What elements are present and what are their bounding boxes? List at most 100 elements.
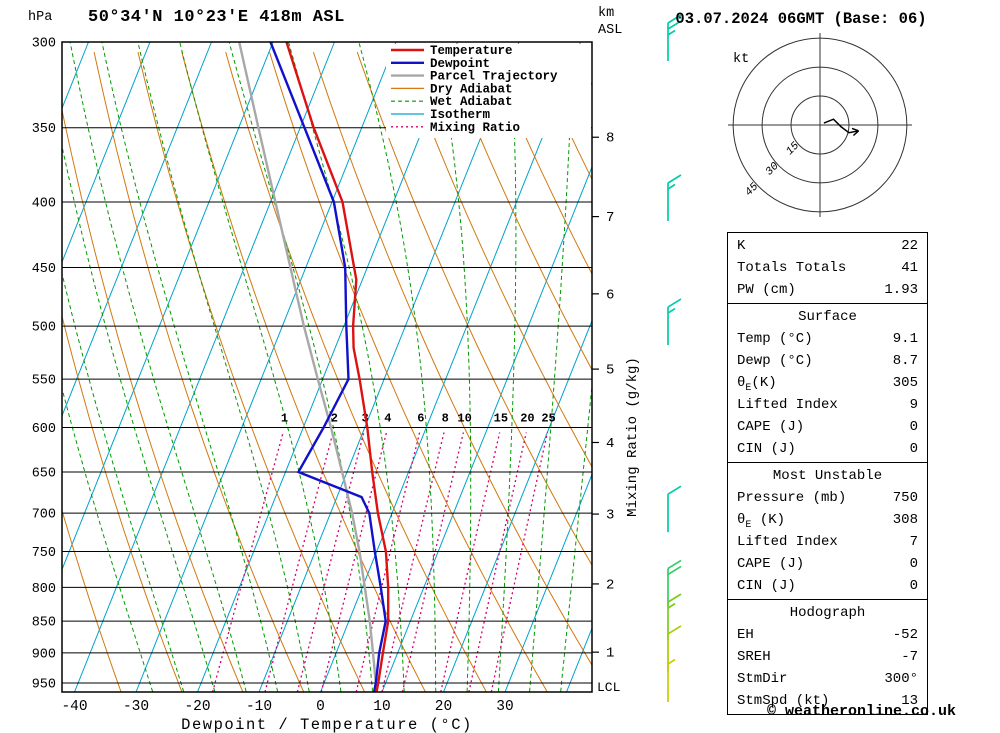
stats-value: 9 [909, 397, 918, 413]
isotherm-line [381, 165, 592, 692]
dry-adiabat-line [93, 51, 305, 692]
pressure-tick-label: 850 [32, 616, 56, 631]
isotherm-line [74, 42, 335, 692]
pressure-tick-label: 700 [32, 508, 56, 523]
stats-row: EH -52 [728, 624, 927, 646]
stats-section: Hodograph EH -52 SREH -7 StmDir 300° StmSpd (kt… [727, 599, 928, 715]
hodograph-ring [790, 95, 850, 155]
km-tick-label: 4 [606, 436, 614, 452]
temp-tick-label: 20 [435, 699, 452, 715]
stats-label: CIN (J) [737, 441, 796, 457]
wet-adiabat-line [62, 143, 216, 692]
stats-label: Temp (°C) [737, 331, 813, 347]
stats-row: Dewp (°C) 8.7 [728, 350, 927, 372]
hodograph-unit-label: kt [733, 52, 749, 67]
stats-value: 13 [901, 693, 918, 709]
pressure-tick-label: 350 [32, 122, 56, 137]
stats-row: SREH -7 [728, 646, 927, 668]
pressure-tick-label: 750 [32, 546, 56, 561]
mixing-ratio-line [401, 432, 465, 692]
pressure-tick-label: 800 [32, 582, 56, 597]
stats-value: 22 [901, 238, 918, 254]
isotherm-lines [62, 42, 592, 692]
stats-label: CAPE (J) [737, 419, 805, 435]
wet-adiabat-line [101, 42, 279, 692]
pressure-tick-label: 450 [32, 262, 56, 277]
wind-barb [667, 625, 682, 672]
stats-label: StmDir [737, 671, 788, 687]
legend-label: Isotherm [430, 108, 491, 122]
hodograph-trace [823, 118, 859, 134]
stats-value: 750 [892, 490, 918, 506]
mixing-ratio-label: 6 [417, 411, 424, 425]
legend-label: Temperature [430, 44, 513, 58]
wet-adiabat-line [497, 42, 517, 692]
lcl-label: LCL [597, 680, 620, 695]
isotherm-line [320, 42, 581, 692]
dry-adiabat-line [356, 51, 592, 567]
pressure-tick-label: 550 [32, 374, 56, 389]
mixing-ratio-line [296, 432, 365, 692]
stats-section: K 22 Totals Totals 41 PW (cm) 1.93 [727, 232, 928, 304]
stats-panel: K 22 Totals Totals 41 PW (cm) 1.93 Surface Temp… [727, 232, 928, 715]
wet-adiabat-line [62, 386, 154, 692]
mixing-ratio-line [490, 432, 549, 692]
stats-label: Lifted Index [737, 397, 838, 413]
pressure-unit-label: hPa [28, 10, 52, 25]
pressure-tick-label: 900 [32, 647, 56, 662]
stats-label: StmSpd (kt) [737, 693, 830, 709]
stats-label: Pressure (mb) [737, 490, 847, 506]
dry-adiabat-line [444, 51, 592, 371]
bottom-axis-label: Dewpoint / Temperature (°C) [181, 716, 473, 733]
mixing-ratio-line [320, 432, 388, 692]
mixing-ratio-line [211, 432, 284, 692]
isotherm-line [62, 42, 212, 418]
stats-value: -7 [901, 649, 918, 665]
isotherm-line [504, 473, 592, 692]
stats-label: SREH [737, 649, 771, 665]
isotherm-line [62, 42, 151, 264]
stats-value: 0 [909, 578, 918, 594]
stats-value: 0 [909, 441, 918, 457]
wind-barb [667, 298, 682, 346]
wind-barb [667, 485, 682, 533]
mixing-ratio-label: 25 [541, 411, 555, 425]
wet-adiabat-line [228, 42, 373, 692]
dry-adiabat-line [312, 51, 592, 667]
stats-row: CAPE (J) 0 [728, 416, 927, 438]
parcel-trajectory-curve [238, 42, 378, 692]
hodograph-arrowhead [851, 127, 860, 137]
stats-row: Totals Totals 41 [728, 257, 927, 279]
stats-label: CAPE (J) [737, 556, 805, 572]
hodograph-ring [732, 37, 908, 213]
stats-row: Lifted Index 7 [728, 531, 927, 553]
pressure-tick-label: 950 [32, 678, 56, 693]
mixing-ratio-line [355, 432, 421, 692]
pressure-tick-label: 400 [32, 196, 56, 211]
temp-tick-label: 0 [316, 699, 325, 715]
dry-adiabat-line [269, 51, 548, 692]
stats-row: θE(K) 305 [728, 372, 927, 394]
stats-row: StmDir 300° [728, 668, 927, 690]
temperature-curve [285, 42, 390, 692]
km-tick-label: 2 [606, 577, 614, 593]
temp-tick-label: -10 [246, 699, 272, 715]
wet-adiabat-line [62, 271, 185, 692]
stats-row: Lifted Index 9 [728, 394, 927, 416]
stats-value: 0 [909, 419, 918, 435]
run-datetime: 03.07.2024 06GMT (Base: 06) [675, 10, 927, 28]
station-title: 50°34'N 10°23'E 418m ASL [88, 8, 345, 27]
temp-tick-label: -30 [123, 699, 149, 715]
dry-adiabat-line [488, 51, 592, 276]
stats-row: CAPE (J) 0 [728, 553, 927, 575]
pressure-tick-label: 650 [32, 466, 56, 481]
isotherm-line [135, 42, 397, 692]
pressure-gridlines [62, 41, 592, 684]
km-tick-label: 5 [606, 363, 614, 379]
stats-label: θE (K) [737, 512, 786, 531]
temp-tick-label: 10 [373, 699, 390, 715]
stats-label: EH [737, 627, 754, 643]
stats-row: θE (K) 308 [728, 509, 927, 531]
stats-row: K 22 [728, 235, 927, 257]
